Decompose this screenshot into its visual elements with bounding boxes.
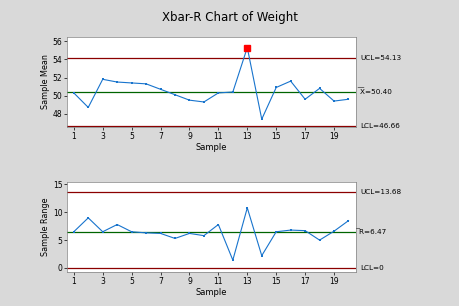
X-axis label: Sample: Sample: [196, 143, 227, 152]
Y-axis label: Sample Range: Sample Range: [41, 198, 50, 256]
Text: LCL=46.66: LCL=46.66: [360, 123, 400, 129]
Text: LCL=0: LCL=0: [360, 265, 384, 271]
Text: UCL=54.13: UCL=54.13: [360, 55, 401, 61]
Text: UCL=13.68: UCL=13.68: [360, 189, 401, 195]
Text: ͞X=50.40: ͞X=50.40: [360, 89, 392, 95]
Text: ̅R=6.47: ̅R=6.47: [360, 229, 387, 235]
X-axis label: Sample: Sample: [196, 288, 227, 297]
Y-axis label: Sample Mean: Sample Mean: [41, 54, 50, 110]
Text: Xbar-R Chart of Weight: Xbar-R Chart of Weight: [162, 11, 297, 24]
